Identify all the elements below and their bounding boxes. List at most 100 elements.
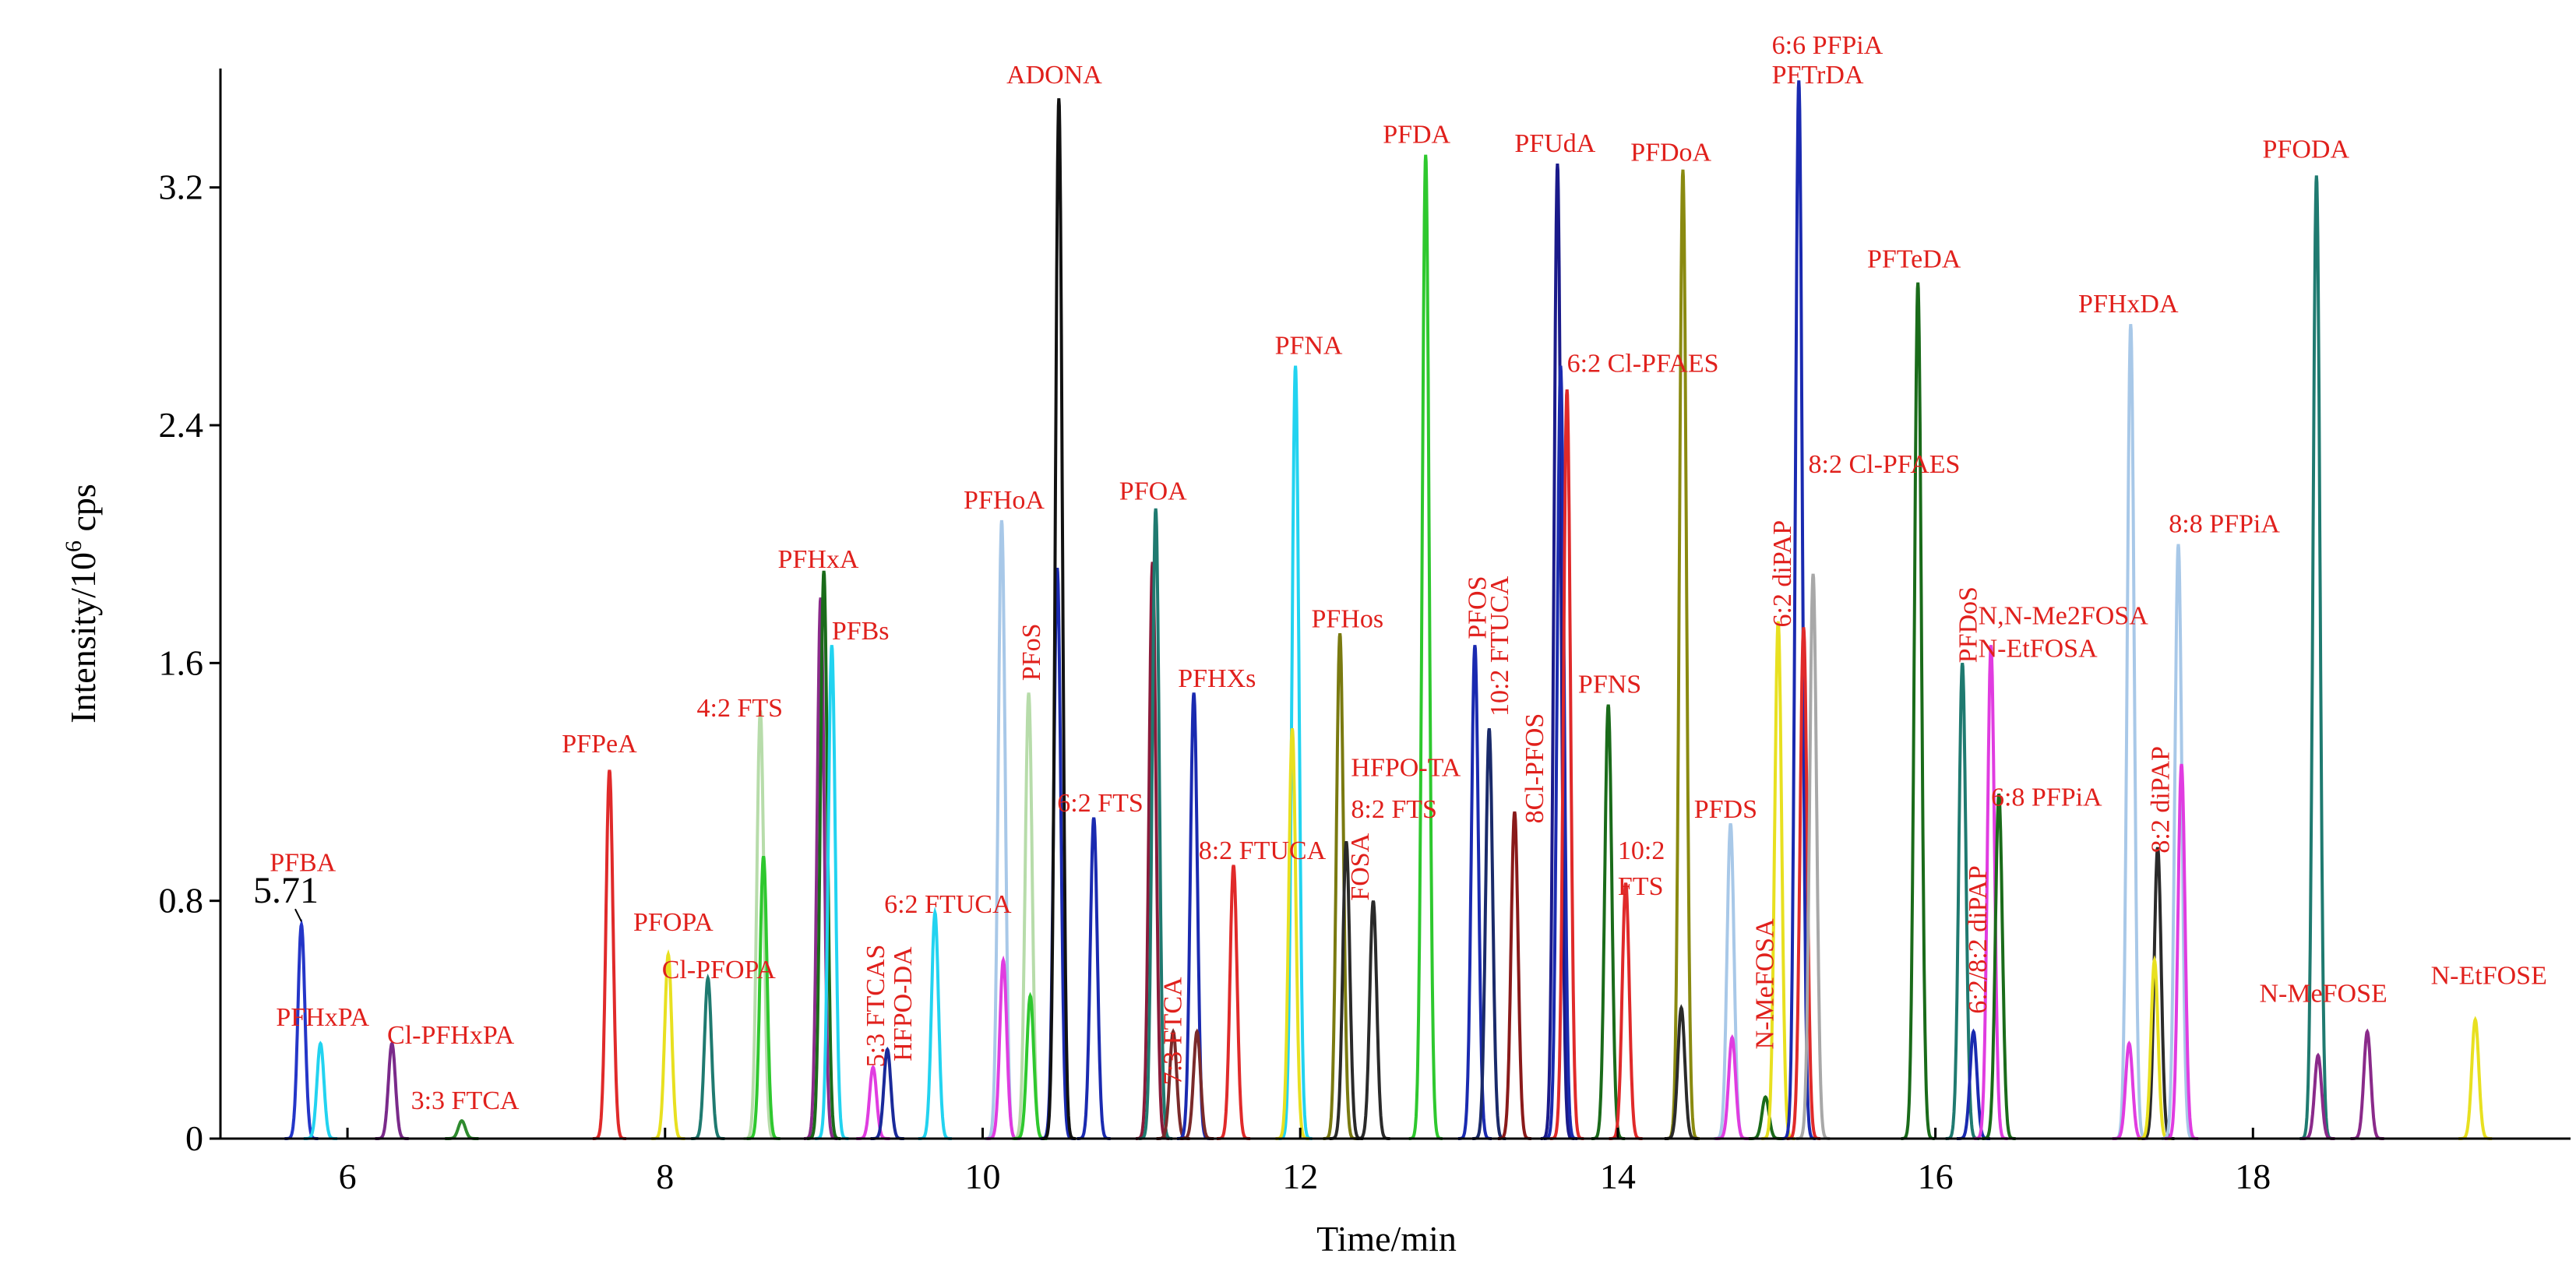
- y-axis-title: Intensity/106 cps: [61, 484, 103, 724]
- chromatogram-peak: [2162, 544, 2195, 1140]
- chromatogram-peak: [1356, 900, 1390, 1140]
- chromatogram-peak: [1544, 365, 1577, 1140]
- chromatogram-peak: [1497, 811, 1531, 1140]
- chromatogram-peak: [746, 855, 781, 1140]
- chromatogram-peak: [1472, 727, 1506, 1140]
- chromatogram-peak: [1609, 882, 1643, 1140]
- y-axis-title-unit: cps: [63, 484, 103, 540]
- chromatogram-peak: [1781, 80, 1816, 1140]
- peak-label: 8Cl-PFOS: [1521, 713, 1549, 824]
- chromatogram-peak: [1901, 282, 1935, 1140]
- peak-label: PFDoS: [1954, 586, 1983, 663]
- peak-label: PFoS: [1017, 623, 1046, 681]
- peak-label: 6:2 diPAP: [1768, 520, 1797, 628]
- chromatogram-peak: [1796, 573, 1831, 1140]
- x-tick-label: 18: [2235, 1157, 2271, 1196]
- chromatogram-peak: [1974, 645, 2008, 1140]
- peak-label: PFPeA: [562, 730, 637, 759]
- peak-label: ADONA: [1006, 61, 1102, 90]
- peak-label: PFODA: [2263, 136, 2350, 164]
- peak-label: FTS: [1618, 872, 1664, 901]
- x-axis-title: Time/min: [1316, 1219, 1457, 1259]
- peak-label: 6:2 FTUCA: [884, 890, 1012, 919]
- x-tick-label: 6: [339, 1157, 357, 1196]
- retention-time-pointer: [294, 908, 302, 922]
- peak-label: PFDA: [1383, 120, 1450, 149]
- x-tick-label: 12: [1282, 1157, 1318, 1196]
- peak-label: Cl-PFHxPA: [387, 1021, 515, 1050]
- chromatogram-peak: [284, 918, 319, 1140]
- peak-label: N,N-Me2FOSA: [1979, 602, 2149, 631]
- y-tick-label: 3.2: [159, 167, 204, 207]
- peak-label: Cl-PFOPA: [662, 956, 777, 984]
- peak-label: PFBA: [270, 849, 336, 878]
- peak-label: HFPO-DA: [889, 946, 918, 1062]
- peak-label: 6:6 PFPiA: [1772, 31, 1884, 60]
- peak-label: 4:2 FTS: [697, 694, 784, 723]
- peak-label: PFHXs: [1178, 664, 1256, 693]
- peak-label: PFNA: [1275, 331, 1343, 360]
- chromatogram-peak: [592, 769, 626, 1140]
- peak-label: 8:2 FTS: [1351, 795, 1437, 824]
- peak-label: 6:8 PFPiA: [1991, 783, 2102, 812]
- chromatogram-peak: [1012, 692, 1046, 1140]
- peak-label: PFHoA: [964, 486, 1045, 515]
- peaks-layer: [284, 80, 2493, 1140]
- chromatogram-peak: [1761, 621, 1795, 1140]
- chromatogram-peak: [815, 645, 849, 1140]
- chromatogram-peak: [1329, 840, 1363, 1140]
- x-tick-label: 16: [1918, 1157, 1954, 1196]
- chromatogram-peak: [1665, 169, 1700, 1140]
- peak-label: 8:2 FTUCA: [1199, 836, 1327, 865]
- y-tick-label: 0.8: [159, 881, 204, 921]
- peak-label: 6:2 Cl-PFAES: [1567, 349, 1719, 378]
- chromatogram-peak: [2350, 1028, 2384, 1140]
- peak-label: PFHxDA: [2078, 290, 2179, 319]
- x-tick-label: 14: [1600, 1157, 1636, 1196]
- peak-label: 8:2 Cl-PFAES: [1809, 450, 1961, 479]
- peak-label: PFBs: [832, 617, 890, 646]
- chromatogram-peak: [1077, 817, 1111, 1140]
- chromatogram-peak: [804, 597, 838, 1140]
- y-axis-title-sup: 6: [61, 540, 86, 552]
- peak-label: 3:3 FTCA: [411, 1086, 520, 1115]
- peak-label: PFTrDA: [1772, 61, 1864, 90]
- chromatogram-peak: [918, 907, 952, 1140]
- chromatogram-peak: [445, 1118, 479, 1140]
- chromatogram-peak: [1457, 645, 1492, 1140]
- peak-label: HFPO-TA: [1351, 753, 1461, 782]
- y-axis-title-main: Intensity/10: [63, 552, 103, 724]
- chromatogram-peak: [1275, 728, 1309, 1140]
- chromatogram-peak: [1217, 864, 1251, 1140]
- peak-label: 7:3 FTCA: [1158, 977, 1187, 1085]
- peak-label: 10:2: [1618, 836, 1665, 865]
- peak-label: PFHos: [1311, 605, 1383, 634]
- chromatogram-peak: [691, 974, 725, 1140]
- peak-label: 10:2 FTUCA: [1485, 576, 1514, 717]
- chromatogram-peak: [375, 1040, 409, 1140]
- x-tick-label: 10: [964, 1157, 1000, 1196]
- chromatogram-peak: [1323, 632, 1357, 1140]
- axes-layer: [219, 69, 2571, 1140]
- chromatogram-peak: [1748, 1095, 1782, 1140]
- y-tick-label: 2.4: [159, 405, 204, 445]
- peak-label: PFNS: [1578, 671, 1641, 699]
- chromatogram-peak: [1550, 389, 1584, 1140]
- chromatogram-peak: [1540, 163, 1574, 1140]
- chromatogram-peak: [1139, 508, 1173, 1140]
- retention-time-label: 5.71: [253, 870, 319, 911]
- peak-label: PFHxPA: [276, 1003, 369, 1032]
- peak-label: PFOS: [1464, 576, 1492, 639]
- peak-label: PFTeDA: [1867, 245, 1961, 274]
- chromatogram-peak: [1591, 704, 1626, 1140]
- chromatogram-peak: [1041, 98, 1076, 1140]
- peak-label: N-MeFOSA: [1751, 918, 1780, 1050]
- chromatogram-peak: [743, 710, 777, 1140]
- chromatogram-peak: [2458, 1016, 2493, 1140]
- chromatogram-peak: [1786, 627, 1820, 1140]
- peak-label: N-EtFOSE: [2431, 962, 2547, 991]
- peak-label: PFOA: [1119, 477, 1187, 505]
- peak-label: PFHxA: [778, 545, 859, 574]
- peak-label: N-EtFOSA: [1979, 635, 2098, 664]
